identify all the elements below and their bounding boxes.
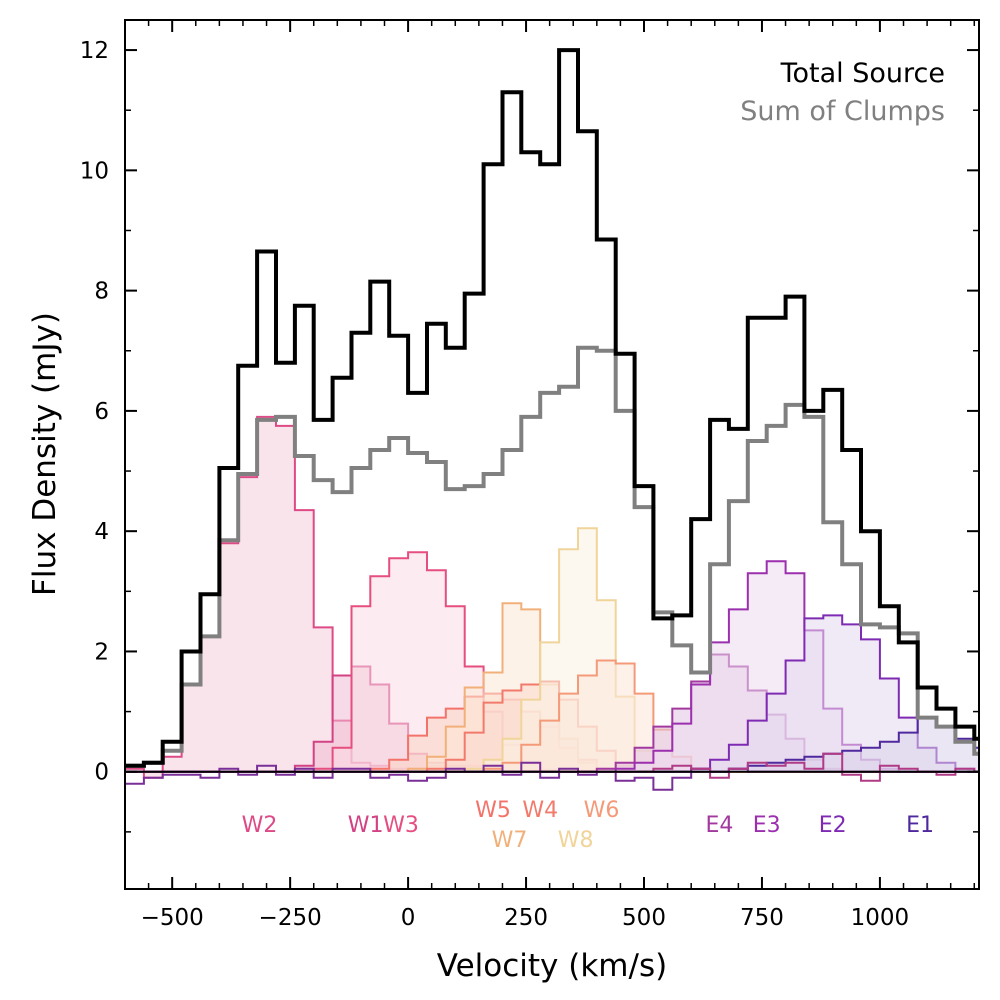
legend-sum-of-clumps: Sum of Clumps (740, 96, 945, 127)
y-tick-labels: 0 2 4 6 8 10 12 (80, 38, 109, 786)
y-axis-title: Flux Density (mJy) (27, 312, 63, 596)
x-tick-label: 0 (401, 905, 416, 931)
component-label-w2: W2 (242, 813, 278, 838)
x-axis-title: Velocity (km/s) (437, 948, 667, 984)
component-fill-e3 (125, 561, 979, 772)
component-label-e1: E1 (906, 813, 934, 838)
component-label-w5: W5 (475, 798, 511, 823)
plot-frame (124, 19, 980, 890)
y-tick-label: 8 (94, 279, 109, 305)
component-fill-w2 (125, 416, 979, 778)
legend-total-source: Total Source (780, 58, 945, 89)
component-fill-e2 (125, 615, 979, 772)
x-tick-label: 250 (504, 905, 548, 931)
component-fill-w8 (125, 528, 979, 772)
component-label-w6: W6 (584, 798, 620, 823)
x-tick-labels: −500 −250 0 250 500 750 1000 (141, 905, 910, 931)
y-tick-label: 10 (80, 158, 109, 184)
total-source-line (125, 48, 979, 768)
x-tick-label: 750 (740, 905, 784, 931)
y-tick-label: 2 (94, 639, 109, 665)
x-tick-label: 1000 (851, 905, 910, 931)
component-fill-w6 (125, 660, 979, 772)
y-tick-label: 0 (94, 760, 109, 786)
component-label-e3: E3 (753, 813, 781, 838)
component-label-e4: E4 (706, 813, 734, 838)
y-tick-label: 6 (94, 399, 109, 425)
x-tick-label: −250 (259, 905, 322, 931)
sum-of-clumps-line (125, 345, 979, 768)
component-label-w7: W7 (492, 828, 528, 853)
component-label-e2: E2 (819, 813, 847, 838)
component-label-w3: W3 (383, 813, 419, 838)
component-label-w1: W1 (348, 813, 384, 838)
y-tick-label: 12 (80, 38, 109, 64)
component-label-w8: W8 (558, 828, 594, 853)
component-label-w4: W4 (522, 798, 558, 823)
y-tick-label: 4 (94, 519, 109, 545)
component-fill-w1 (125, 666, 979, 772)
x-tick-label: −500 (141, 905, 204, 931)
component-spectra (125, 415, 979, 779)
x-tick-label: 500 (622, 905, 666, 931)
